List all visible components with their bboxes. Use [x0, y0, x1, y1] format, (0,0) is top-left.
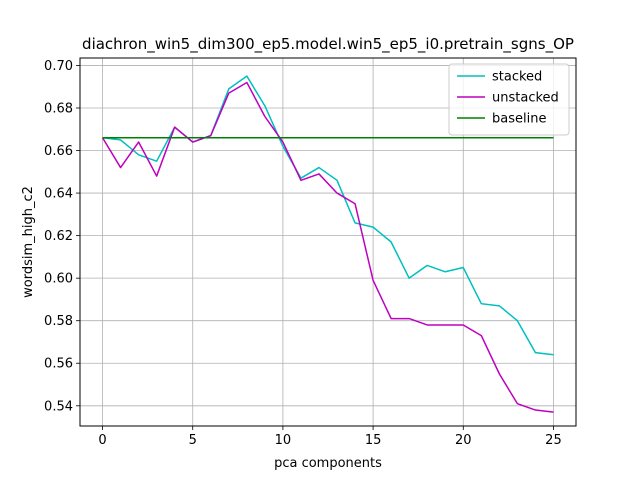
legend-label-baseline: baseline	[492, 112, 546, 127]
x-tick-label: 5	[189, 433, 197, 448]
x-axis-label: pca components	[274, 456, 382, 471]
x-tick-label: 0	[98, 433, 106, 448]
axis-ticks: 0 5 10 15 20 25 0.54 0.56 0.58 0.60 0.62 0.64 0.66 0.…	[44, 59, 562, 448]
legend: stacked unstacked baseline	[448, 63, 570, 136]
legend-label-stacked: stacked	[492, 70, 542, 85]
legend-label-unstacked: unstacked	[492, 91, 559, 106]
grid	[80, 58, 576, 426]
y-tick-label: 0.68	[44, 101, 73, 116]
y-tick-label: 0.54	[44, 399, 73, 414]
chart-title: diachron_win5_dim300_ep5.model.win5_ep5_…	[82, 35, 574, 54]
y-tick-label: 0.62	[44, 229, 73, 244]
y-tick-label: 0.60	[44, 272, 73, 287]
y-axis-label: wordsim_high_c2	[21, 186, 36, 298]
x-tick-label: 15	[365, 433, 382, 448]
series-line-unstacked	[101, 81, 554, 413]
y-tick-label: 0.58	[44, 314, 73, 329]
x-tick-label: 10	[275, 433, 292, 448]
plot-frame	[79, 57, 577, 427]
y-tick-label: 0.64	[44, 187, 73, 202]
x-tick-label: 20	[455, 433, 472, 448]
y-tick-label: 0.56	[44, 357, 73, 372]
series-lines	[101, 75, 554, 413]
y-tick-label: 0.66	[44, 144, 73, 159]
x-tick-label: 25	[545, 433, 562, 448]
y-tick-label: 0.70	[44, 59, 73, 74]
